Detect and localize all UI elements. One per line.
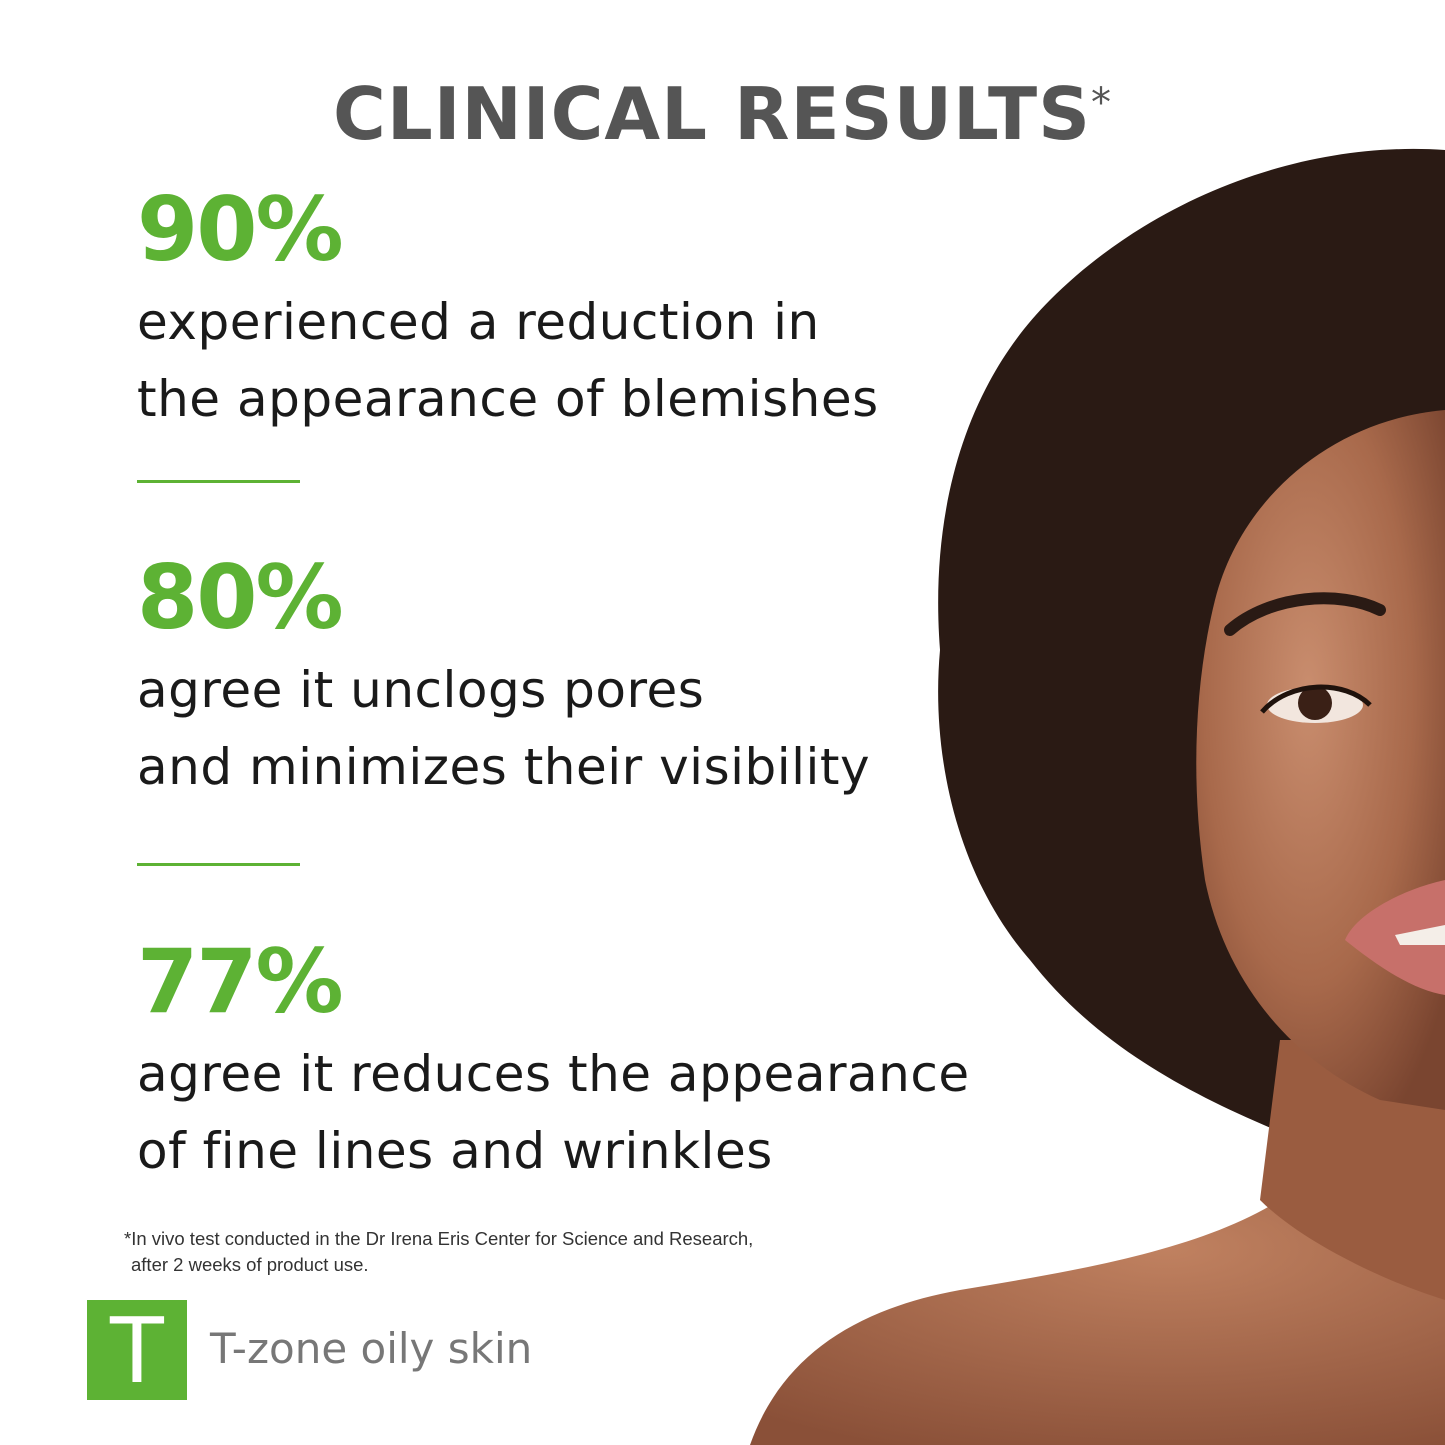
skin-type-label: T-zone oily skin xyxy=(210,1324,533,1373)
page-title: CLINICAL RESULTS* xyxy=(0,72,1445,156)
stat-description: experienced a reduction in the appearanc… xyxy=(137,284,879,438)
footnote: *In vivo test conducted in the Dr Irena … xyxy=(124,1226,753,1278)
stat-line: agree it reduces the appearance xyxy=(137,1045,970,1103)
divider xyxy=(137,480,300,483)
stat-line: agree it unclogs pores xyxy=(137,661,705,719)
stat-description: agree it unclogs pores and minimizes the… xyxy=(137,652,870,806)
stat-line: experienced a reduction in xyxy=(137,293,820,351)
stat-line: and minimizes their visibility xyxy=(137,738,871,796)
t-zone-badge-icon: T xyxy=(87,1300,187,1400)
title-asterisk: * xyxy=(1090,80,1112,126)
stat-line: the appearance of blemishes xyxy=(137,370,879,428)
stat-description: agree it reduces the appearance of fine … xyxy=(137,1036,970,1190)
title-text: CLINICAL RESULTS xyxy=(333,72,1091,156)
stat-value: 90% xyxy=(137,178,344,281)
stat-line: of fine lines and wrinkles xyxy=(137,1122,773,1180)
divider xyxy=(137,863,300,866)
footnote-line: *In vivo test conducted in the Dr Irena … xyxy=(124,1228,754,1249)
stat-value: 77% xyxy=(137,930,344,1033)
stat-value: 80% xyxy=(137,546,344,649)
footnote-line: after 2 weeks of product use. xyxy=(131,1254,369,1275)
shoulder xyxy=(750,1200,1445,1445)
